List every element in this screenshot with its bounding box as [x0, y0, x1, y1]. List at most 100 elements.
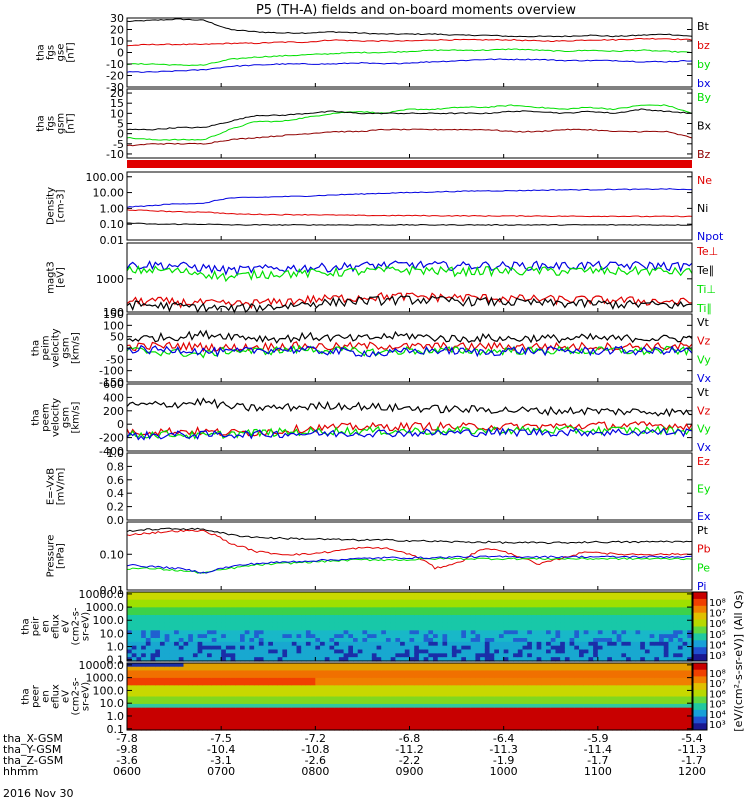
x-tick-label: -10.4 — [207, 743, 235, 756]
y-tick-label: -100 — [99, 365, 124, 378]
panel-density: 100.00 10.00 1.00 0.10 0.01 Density [cm-3] Ne Ni… — [46, 171, 724, 247]
x-tick-label: 1100 — [584, 765, 612, 778]
y-tick-label: 100.0 — [93, 684, 125, 697]
x-tick-label: -3.6 — [116, 754, 137, 767]
y-tick-label: 1.0 — [107, 447, 125, 460]
series-Vt — [126, 329, 693, 344]
y-axis-label: [mV/m] — [56, 468, 67, 506]
series-bx — [126, 58, 693, 73]
y-tick-label: 10.0 — [100, 627, 125, 640]
panel-pressure: 0.10 0.01 Pressure [nPa] Pt Pb Pe Pi — [46, 521, 711, 597]
y-axis-label: [nT] — [66, 113, 77, 133]
y-tick-label: -50 — [106, 353, 124, 366]
y-axis-label: Pressure — [46, 535, 57, 578]
x-tick-label: -11.4 — [584, 743, 612, 756]
colorbar-tick-label: 10⁷ — [709, 679, 726, 690]
x-tick-label: 0600 — [113, 765, 141, 778]
series-Ne — [126, 209, 693, 218]
panel-frame — [126, 452, 693, 521]
series-Vt — [126, 397, 693, 418]
y-tick-label: -30 — [106, 81, 124, 94]
legend-entry: bz — [697, 39, 710, 52]
y-axis-label: sr-eV) — [81, 612, 92, 641]
x-tick-label: 0900 — [396, 765, 424, 778]
flag-bar — [127, 160, 692, 168]
y-tick-label: -400 — [99, 445, 124, 458]
x-tick-label: -11.3 — [678, 743, 706, 756]
y-axis-label: eV — [61, 690, 72, 703]
y-tick-label: 1000 — [96, 273, 124, 286]
colorbar-tick-label: 10³ — [709, 651, 726, 662]
y-tick-label: 100.00 — [86, 171, 125, 184]
colorbar-frame — [692, 662, 708, 731]
series-Pe — [127, 557, 693, 574]
legend-entry: Vx — [697, 372, 712, 385]
colorbar-label: [eV/(cm²-s-sr-eV)] (All Qs) — [732, 590, 745, 731]
legend-entry: Vx — [697, 441, 712, 454]
y-tick-label: 0 — [117, 47, 124, 60]
y-tick-label: 400 — [103, 391, 124, 404]
legend-entry: Ex — [697, 510, 711, 523]
y-tick-label: 0.8 — [107, 460, 125, 473]
legend-entry: Ti∥ — [696, 302, 712, 315]
legend-entry: Vz — [697, 335, 711, 348]
y-tick-label: 0.4 — [107, 487, 125, 500]
y-tick-label: 0.10 — [100, 218, 125, 231]
x-row-label: tha_Y-GSM — [3, 743, 61, 756]
y-tick-label: 1000.0 — [86, 601, 125, 614]
y-axis-label: tha — [21, 618, 32, 634]
series-Pt — [126, 527, 693, 545]
y-tick-label: 15 — [110, 97, 124, 110]
y-axis-label: tha — [36, 115, 47, 131]
series-Te⊥ — [126, 291, 692, 310]
y-tick-label: 0.2 — [107, 501, 125, 514]
y-axis-label: sr-eV) — [81, 682, 92, 711]
panel-efield: 1.00.80.60.40.20.0 E=-VxB [mV/m] Ez Ey Ex — [46, 447, 711, 527]
legend-entry: Vt — [697, 316, 710, 329]
y-tick-label: 150 — [103, 308, 124, 321]
y-axis-label: eflux — [51, 614, 62, 639]
y-tick-label: 1.00 — [100, 202, 125, 215]
y-axis-label: velocity — [51, 328, 62, 367]
y-tick-label: 0.1 — [107, 723, 125, 736]
series-by — [126, 48, 693, 67]
y-axis-label: (cm2-s- — [71, 607, 82, 645]
y-axis-label: en — [41, 690, 52, 703]
x-tick-label: -5.9 — [587, 732, 608, 745]
x-row-label: tha_Z-GSM — [3, 754, 63, 767]
colorbar-tick-label: 10⁷ — [709, 609, 726, 620]
y-tick-label: 1.0 — [107, 710, 125, 723]
y-axis-label: eV — [61, 620, 72, 633]
x-tick-label: -9.8 — [116, 743, 137, 756]
legend-entry: Pb — [697, 543, 711, 556]
legend-entry: Ni — [697, 202, 708, 215]
x-tick-label: -1.7 — [587, 754, 608, 767]
x-row-label: hhmm — [3, 765, 38, 778]
x-tick-label: 1000 — [490, 765, 518, 778]
y-tick-label: 0.10 — [100, 548, 125, 561]
legend-entry: Te∥ — [696, 264, 714, 277]
series-Pb — [126, 529, 693, 570]
y-axis-label: peer — [31, 684, 42, 708]
y-tick-label: 0 — [117, 128, 124, 141]
y-axis-label: eflux — [51, 684, 62, 709]
legend-entry: By — [697, 91, 712, 104]
legend-entry: Vy — [697, 423, 711, 436]
y-axis-label: [nT] — [66, 42, 77, 62]
y-axis-label: [nPa] — [56, 543, 67, 569]
panel-frame — [126, 383, 693, 452]
x-tick-label: -10.8 — [301, 743, 329, 756]
y-axis-label: velocity — [51, 398, 62, 437]
y-tick-label: 0.0 — [107, 514, 125, 527]
y-tick-label: 0.01 — [100, 234, 125, 247]
y-tick-label: 10000.0 — [79, 659, 125, 672]
y-tick-label: 600 — [103, 378, 124, 391]
